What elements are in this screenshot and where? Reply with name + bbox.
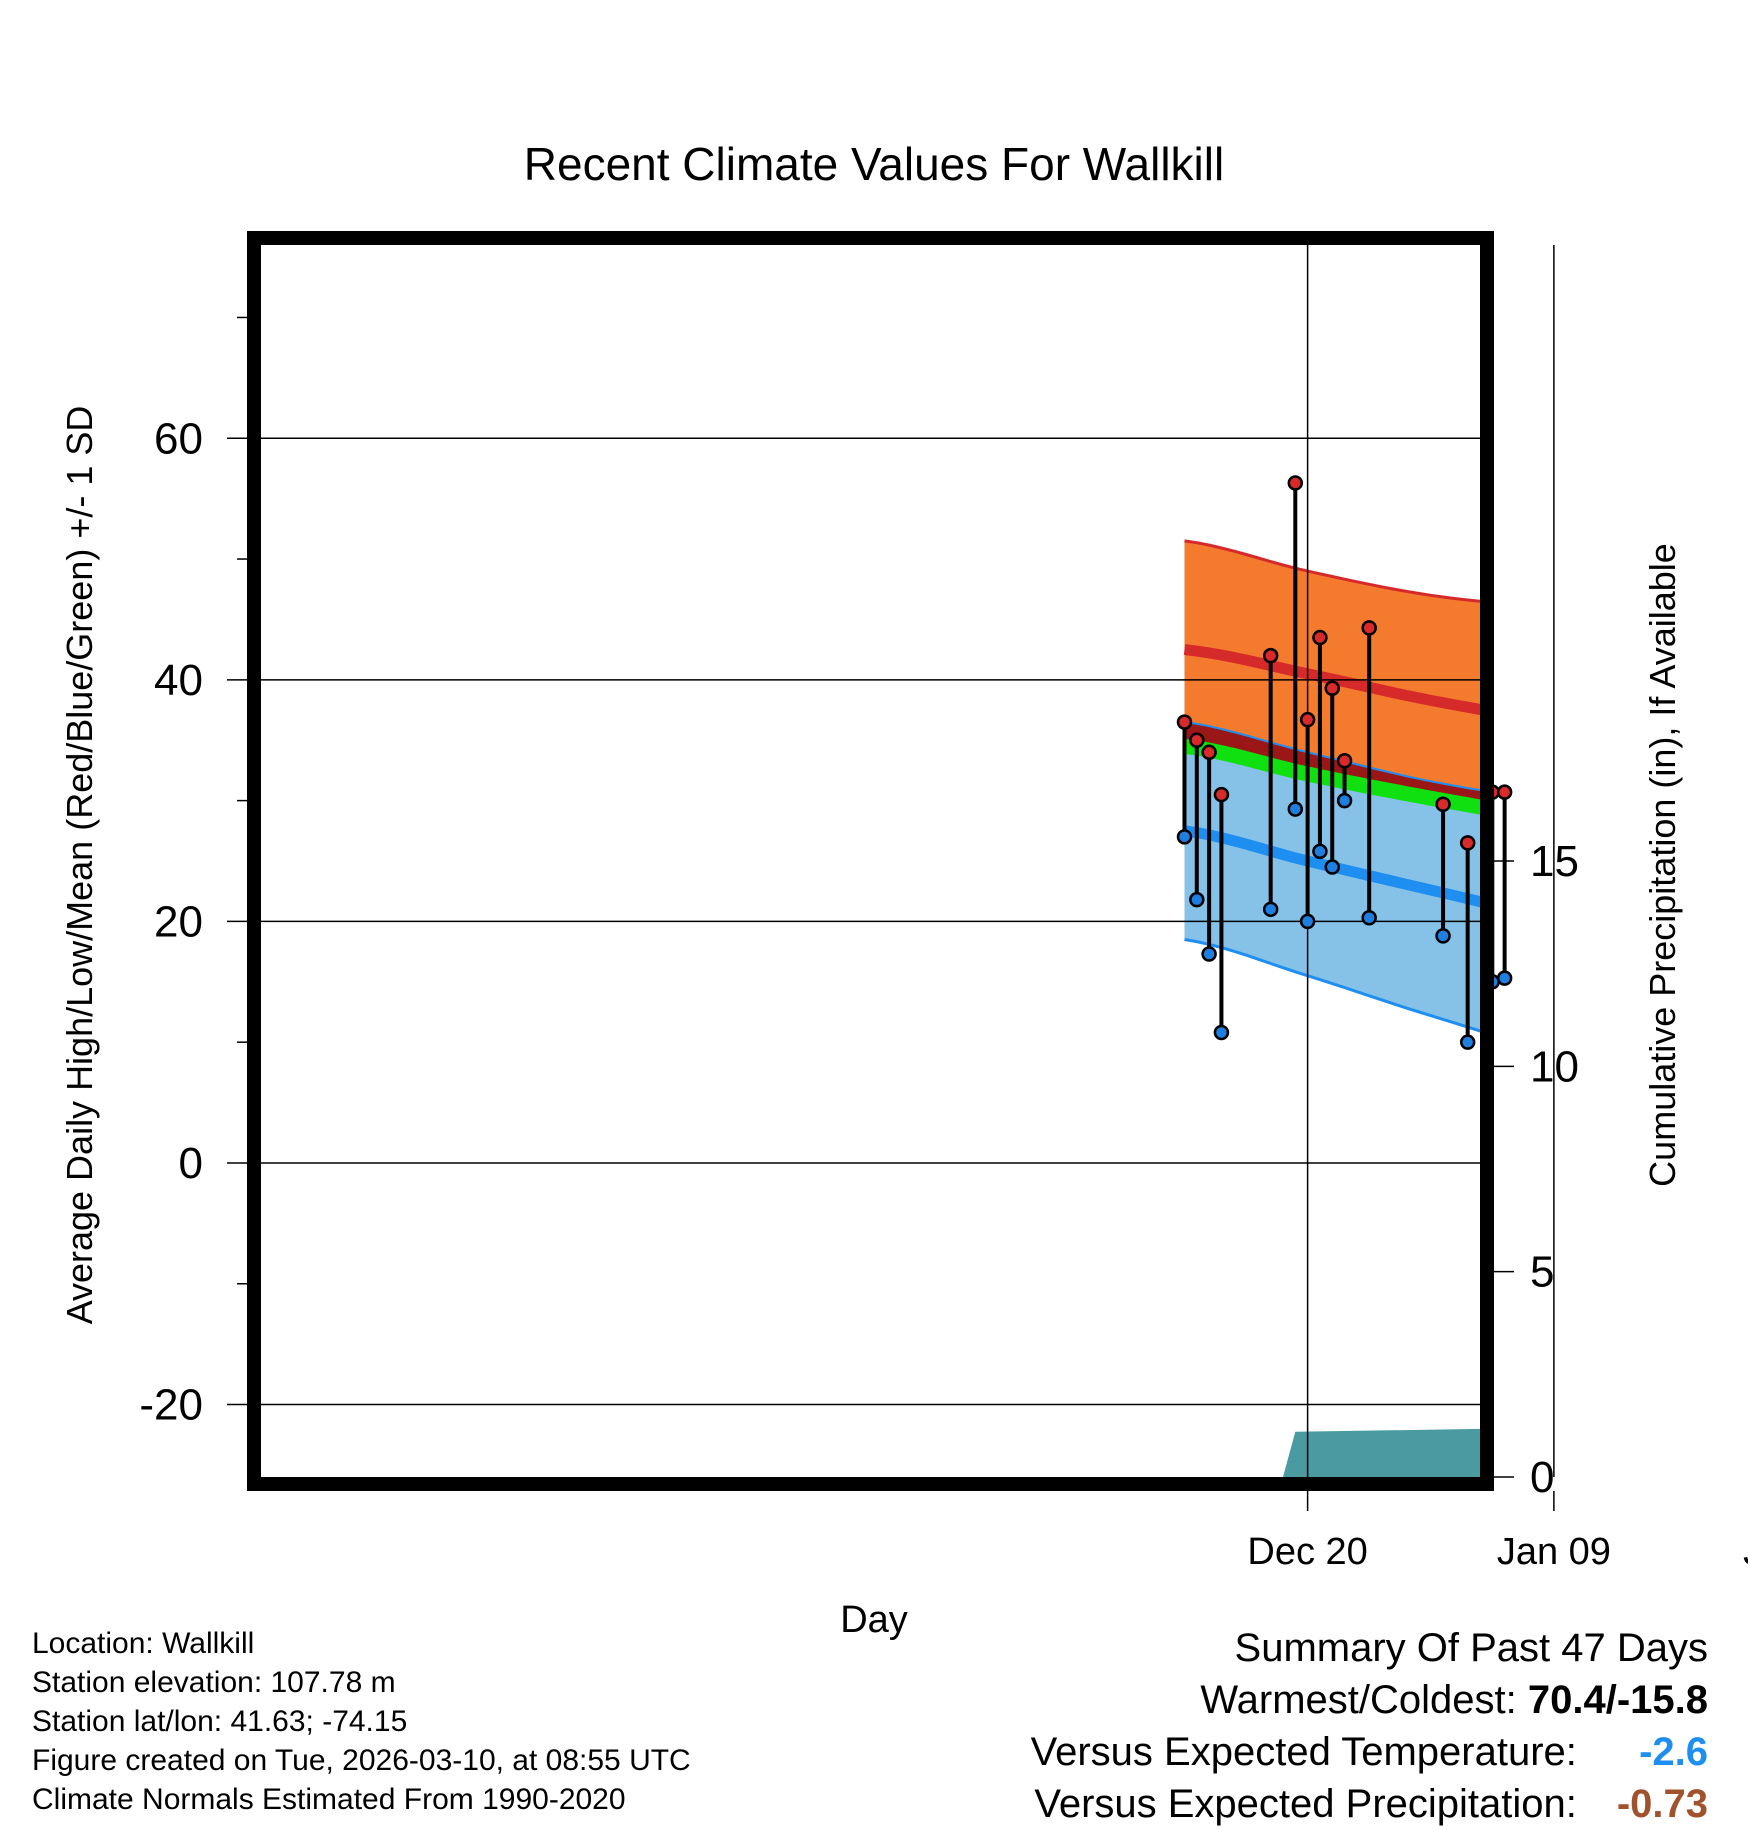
y-tick-label-right: 10 [1530, 1042, 1579, 1091]
y-tick-label-left: 0 [179, 1139, 203, 1188]
y-tick-label-left: 60 [154, 414, 203, 463]
obs-low-point [1363, 911, 1376, 924]
y-axis-label-right: Cumulative Precipitation (in), If Availa… [1642, 543, 1683, 1187]
obs-high-point [1326, 682, 1339, 695]
temperature-value: -2.6 [1588, 1726, 1708, 1778]
precipitation-row: Versus Expected Precipitation: -0.73 [1031, 1778, 1708, 1830]
y-tick-label-left: -20 [139, 1381, 203, 1430]
obs-high-point [1301, 713, 1314, 726]
y-tick-label-right: 5 [1530, 1248, 1554, 1297]
summary-title: Summary Of Past 47 Days [1031, 1622, 1708, 1674]
x-axis-label: Day [840, 1599, 908, 1641]
x-tick-label: Dec 20 [1247, 1531, 1367, 1573]
warmest-coldest-row: Warmest/Coldest: 70.4/-15.8 [1031, 1674, 1708, 1726]
precipitation-value: -0.73 [1588, 1778, 1708, 1830]
location-text: Location: Wallkill [32, 1624, 691, 1663]
grid-lines [261, 245, 1748, 1477]
obs-low-point [1461, 1036, 1474, 1049]
obs-high-point [1203, 746, 1216, 759]
created-text: Figure created on Tue, 2026-03-10, at 08… [32, 1741, 691, 1780]
obs-low-point [1437, 929, 1450, 942]
obs-low-point [1301, 915, 1314, 928]
temperature-label: Versus Expected Temperature: [1031, 1730, 1577, 1774]
y-tick-label-right: 15 [1530, 837, 1579, 886]
obs-low-point [1178, 830, 1191, 843]
y-tick-label-left: 40 [154, 656, 203, 705]
obs-high-point [1437, 798, 1450, 811]
obs-low-point [1264, 903, 1277, 916]
y-tick-label-left: 20 [154, 897, 203, 946]
temperature-row: Versus Expected Temperature: -2.6 [1031, 1726, 1708, 1778]
obs-high-point [1313, 631, 1326, 644]
station-info: Location: Wallkill Station elevation: 10… [32, 1624, 691, 1819]
obs-high-point [1498, 786, 1511, 799]
obs-low-point [1289, 803, 1302, 816]
normals-text: Climate Normals Estimated From 1990-2020 [32, 1780, 691, 1819]
obs-low-point [1338, 794, 1351, 807]
y-axis-label-left: Average Daily High/Low/Mean (Red/Blue/Gr… [59, 406, 100, 1325]
precipitation-fill [1184, 1284, 1748, 1477]
precipitation-area [1184, 1284, 1748, 1477]
x-tick-label: Jan 29 [1743, 1531, 1748, 1573]
warmest-coldest-value: 70.4/-15.8 [1528, 1678, 1708, 1722]
precipitation-label: Versus Expected Precipitation: [1034, 1782, 1577, 1826]
obs-high-point [1190, 734, 1203, 747]
latlon-text: Station lat/lon: 41.63; -74.15 [32, 1702, 691, 1741]
x-tick-label: Jan 09 [1497, 1531, 1611, 1573]
obs-low-point [1498, 972, 1511, 985]
obs-low-point [1313, 845, 1326, 858]
chart-title: Recent Climate Values For Wallkill [524, 138, 1224, 190]
obs-high-point [1215, 788, 1228, 801]
warmest-coldest-label: Warmest/Coldest: [1200, 1678, 1527, 1722]
obs-high-point [1178, 716, 1191, 729]
obs-high-point [1289, 476, 1302, 489]
obs-high-point [1461, 836, 1474, 849]
obs-low-point [1215, 1026, 1228, 1039]
summary-panel: Summary Of Past 47 Days Warmest/Coldest:… [1031, 1622, 1708, 1830]
obs-high-point [1363, 621, 1376, 634]
obs-low-point [1190, 893, 1203, 906]
elevation-text: Station elevation: 107.78 m [32, 1663, 691, 1702]
obs-high-point [1264, 649, 1277, 662]
y-tick-label-right: 0 [1530, 1453, 1554, 1502]
obs-high-point [1338, 754, 1351, 767]
obs-low-point [1203, 948, 1216, 961]
obs-low-point [1326, 861, 1339, 874]
